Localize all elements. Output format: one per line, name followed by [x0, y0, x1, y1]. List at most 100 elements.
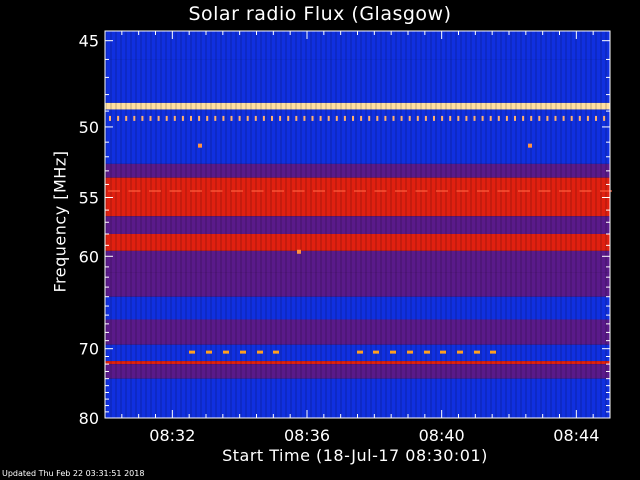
dash-mark — [240, 350, 246, 354]
dash-mark — [474, 350, 480, 354]
noise-streak — [395, 190, 407, 193]
heatmap-texture — [105, 31, 610, 418]
x-axis-label: Start Time (18-Jul-17 08:30:01) — [222, 446, 488, 465]
spike-mark — [157, 115, 160, 121]
noise-streak — [292, 190, 305, 193]
spike-mark — [206, 115, 209, 121]
spike-mark — [311, 115, 314, 121]
dash-mark — [457, 350, 463, 354]
noise-streak — [251, 190, 264, 193]
spike-mark — [181, 115, 184, 121]
spike-mark — [416, 115, 419, 121]
x-tick-label: 08:44 — [553, 426, 599, 445]
updated-timestamp: Updated Thu Feb 22 03:31:51 2018 — [2, 469, 145, 478]
spike-mark — [449, 115, 452, 121]
spike-mark — [295, 115, 298, 121]
noise-streak — [210, 190, 223, 193]
spike-mark — [392, 115, 395, 121]
noise-streak — [169, 190, 182, 193]
spike-mark — [505, 115, 508, 121]
noise-streak — [538, 190, 551, 193]
y-tick-label: 80 — [79, 409, 99, 428]
noise-streak — [108, 190, 120, 193]
y-tick-label: 55 — [79, 188, 99, 207]
x-tick-label: 08:36 — [284, 426, 330, 445]
dash-mark — [357, 350, 363, 354]
y-tick-label: 45 — [79, 32, 99, 51]
spike-mark — [117, 115, 120, 121]
spike-mark — [327, 115, 330, 121]
spike-mark — [271, 115, 273, 121]
spike-mark — [376, 115, 379, 121]
dash-mark — [223, 350, 229, 354]
spike-mark — [481, 115, 484, 121]
spike-mark — [109, 115, 111, 121]
x-tick-label: 08:40 — [419, 426, 465, 445]
x-axis: 08:32 08:36 08:40 08:44 — [121, 31, 599, 445]
chart-title: Solar radio Flux (Glasgow) — [188, 3, 452, 25]
spike-mark — [514, 115, 516, 121]
spike-mark — [489, 115, 492, 121]
dash-mark — [490, 350, 496, 354]
spike-mark — [352, 115, 354, 121]
heatmap-features — [108, 115, 612, 354]
noise-streak — [559, 190, 571, 193]
dash-mark — [206, 350, 212, 354]
spike-mark — [457, 115, 460, 121]
spike-mark — [303, 115, 306, 121]
spike-mark — [473, 115, 476, 121]
spike-mark — [222, 115, 225, 121]
noise-streak — [415, 190, 428, 193]
spike-mark — [360, 115, 363, 121]
spike-mark — [522, 115, 525, 121]
spike-mark — [497, 115, 500, 121]
spike-mark — [319, 115, 322, 121]
y-tick-label: 50 — [79, 118, 99, 137]
x-tick-label: 08:32 — [149, 426, 195, 445]
dash-mark — [273, 350, 279, 354]
spike-mark — [230, 115, 233, 121]
noise-streak — [190, 190, 202, 193]
spike-mark — [190, 115, 192, 121]
spike-mark — [586, 115, 589, 121]
noise-streak — [518, 190, 530, 193]
spike-mark — [254, 115, 257, 121]
spike-mark — [287, 115, 290, 121]
burst-mark — [198, 143, 202, 148]
noise-streak — [374, 190, 387, 193]
y-tick-label: 70 — [79, 340, 99, 359]
spike-mark — [165, 115, 168, 121]
y-axis: 45 50 55 60 70 80 — [79, 32, 610, 428]
spike-mark — [149, 115, 152, 121]
spike-mark — [562, 115, 565, 121]
spike-mark — [246, 115, 249, 121]
noise-streak — [333, 190, 346, 193]
spike-mark — [603, 115, 606, 121]
burst-mark — [297, 249, 301, 254]
noise-streak — [600, 190, 612, 193]
noise-streak — [477, 190, 489, 193]
noise-streak — [579, 190, 592, 193]
spike-mark — [238, 115, 241, 121]
noise-streak — [313, 190, 325, 193]
spike-mark — [538, 115, 541, 121]
noise-streak — [456, 190, 469, 193]
noise-streak — [149, 190, 161, 193]
spike-mark — [125, 115, 128, 121]
noise-streak — [497, 190, 510, 193]
dash-mark — [257, 350, 263, 354]
spike-mark — [214, 115, 217, 121]
spike-mark — [424, 115, 427, 121]
spike-mark — [578, 115, 581, 121]
dash-mark — [440, 350, 446, 354]
spike-mark — [335, 115, 338, 121]
spike-mark — [570, 115, 573, 121]
noise-streak — [231, 190, 243, 193]
spike-mark — [279, 115, 282, 121]
spike-mark — [133, 115, 136, 121]
dash-mark — [390, 350, 396, 354]
spike-mark — [400, 115, 403, 121]
spike-mark — [173, 115, 176, 121]
y-axis-label: Frequency [MHz] — [50, 150, 70, 293]
